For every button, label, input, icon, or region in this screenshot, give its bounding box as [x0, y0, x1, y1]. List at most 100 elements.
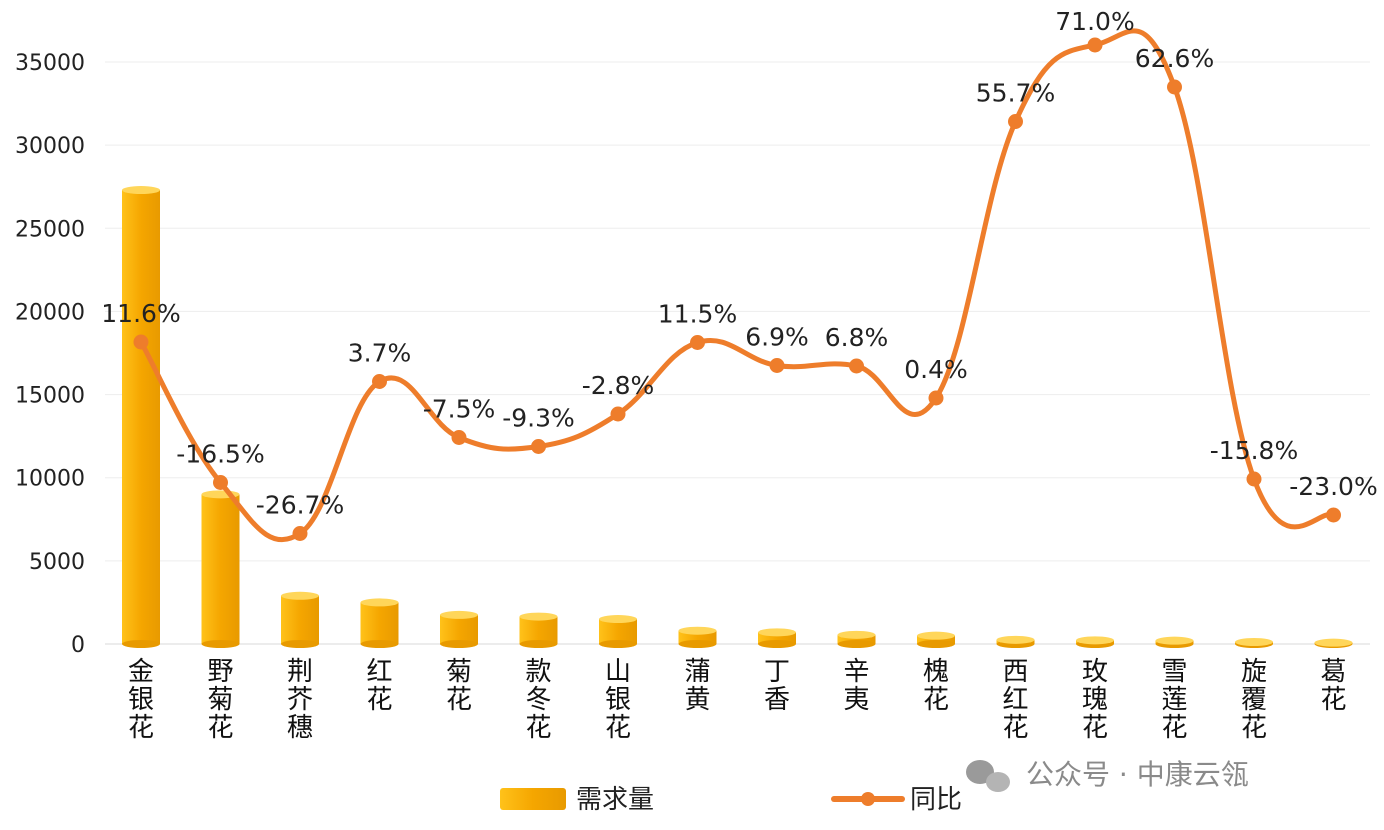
yoy-data-label: -15.8%: [1210, 436, 1298, 465]
x-category-label: 野菊花: [207, 657, 233, 743]
x-category-label: 玫瑰花: [1082, 657, 1108, 743]
yoy-data-label: 3.7%: [348, 339, 412, 368]
bar-body: [599, 619, 637, 644]
bar: [519, 612, 558, 648]
bar-base: [122, 640, 160, 648]
bar-series: [122, 186, 1353, 648]
bar: [837, 630, 876, 648]
yoy-data-label: -26.7%: [256, 491, 344, 520]
y-tick-label: 35000: [15, 51, 85, 76]
x-category-label: 蒲黄: [684, 657, 710, 715]
line-series: 11.6% -16.5% -26.7% 3.7% -7.5% -9.3%-2.8% 11.5…: [101, 7, 1378, 542]
y-tick-label: 15000: [15, 384, 85, 409]
bar-body: [281, 595, 319, 644]
wechat-icon: [966, 760, 1010, 792]
bar-cap: [360, 598, 399, 607]
yoy-line: [138, 28, 1336, 542]
yoy-point: [610, 406, 626, 422]
bar-cap: [519, 612, 558, 621]
legend-line-label: 同比: [910, 785, 962, 815]
bar: [281, 591, 319, 648]
legend: 需求量 同比: [500, 785, 962, 815]
x-category-label: 款冬花: [525, 657, 551, 743]
bar: [440, 610, 478, 648]
bar-cap: [837, 630, 876, 639]
bar: [599, 615, 637, 648]
bar-body: [122, 190, 160, 645]
bar-body: [360, 602, 399, 644]
x-category-label: 丁香: [764, 657, 790, 715]
bar: [917, 631, 955, 648]
y-tick-label: 25000: [15, 217, 85, 242]
yoy-point: [849, 358, 864, 374]
yoy-point: [372, 374, 387, 389]
bar-base: [360, 640, 399, 648]
bar-cap: [1076, 636, 1114, 645]
yoy-point: [531, 439, 546, 454]
bar-body: [917, 635, 955, 644]
watermark: 公众号 · 中康云瓴: [966, 758, 1249, 792]
bar: [122, 186, 160, 648]
yoy-data-label: 11.5%: [658, 300, 737, 329]
yoy-point: [1087, 37, 1103, 53]
x-category-label: 菊花: [446, 657, 472, 715]
bar: [1314, 638, 1353, 648]
yoy-data-label: 0.4%: [904, 355, 968, 384]
yoy-point: [1246, 471, 1262, 487]
bar-base: [758, 640, 796, 648]
bar-base: [917, 640, 955, 648]
bar-cap: [122, 186, 160, 195]
y-tick-label: 20000: [15, 300, 85, 325]
bar: [1155, 636, 1194, 648]
watermark-text: 公众号 · 中康云瓴: [1026, 758, 1249, 791]
yoy-data-label: -7.5%: [423, 395, 496, 424]
bar-body: [440, 614, 478, 644]
yoy-data-label: 6.9%: [745, 323, 809, 352]
bar: [1076, 636, 1114, 648]
yoy-point: [292, 526, 308, 541]
bar-body: [758, 632, 796, 644]
bar-cap: [1235, 638, 1273, 647]
y-tick-label: 5000: [29, 550, 85, 575]
legend-line-marker: [861, 792, 875, 806]
yoy-point: [769, 358, 785, 373]
x-category-label: 西红花: [1002, 657, 1028, 743]
yoy-point: [1167, 79, 1182, 95]
x-category-label: 雪莲花: [1161, 657, 1187, 743]
bar-body: [837, 634, 876, 644]
bar: [678, 626, 717, 648]
x-category-label: 红花: [366, 657, 392, 715]
y-tick-label: 10000: [15, 467, 85, 492]
yoy-data-label: 55.7%: [976, 79, 1055, 108]
yoy-data-label: -16.5%: [176, 440, 264, 469]
y-tick-label: 30000: [15, 134, 85, 159]
bar-base: [281, 640, 319, 648]
bar-cap: [1314, 638, 1353, 647]
yoy-point: [1326, 507, 1341, 523]
x-category-label: 旋覆花: [1241, 657, 1267, 743]
x-category-label: 山银花: [605, 657, 631, 743]
bar-cap: [996, 635, 1035, 644]
yoy-data-label: -9.3%: [502, 404, 575, 433]
bar-base: [440, 640, 478, 648]
yoy-point: [451, 430, 467, 445]
bar-base: [678, 640, 717, 648]
bar: [1235, 638, 1273, 648]
legend-bar-swatch: [500, 788, 566, 810]
bar: [201, 490, 240, 648]
yoy-point: [928, 390, 944, 406]
bar-base: [519, 640, 558, 648]
yoy-point: [1008, 114, 1023, 129]
bar-cap: [917, 631, 955, 640]
bar-cap: [1155, 636, 1194, 645]
yoy-point: [213, 475, 228, 490]
bar-cap: [599, 615, 637, 624]
grid-lines: [105, 61, 1370, 645]
bar-base: [837, 640, 876, 648]
bar: [758, 628, 796, 648]
y-axis: 0 5000 10000 15000 20000 25000 30000 35000: [15, 51, 85, 658]
yoy-data-label: 62.6%: [1135, 44, 1214, 73]
bar-cap: [281, 591, 319, 600]
